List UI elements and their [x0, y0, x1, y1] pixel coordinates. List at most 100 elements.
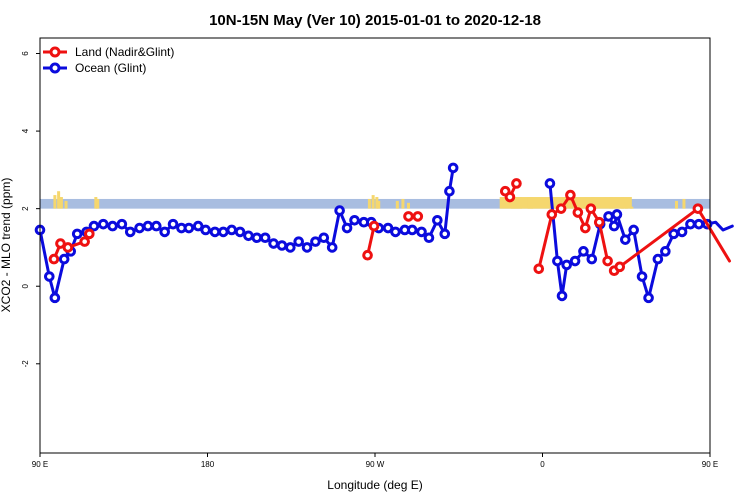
data-point	[318, 232, 330, 244]
data-point	[192, 220, 204, 232]
data-point	[611, 209, 623, 220]
data-point	[107, 220, 118, 232]
data-point	[159, 226, 170, 238]
data-point	[403, 211, 414, 222]
data-point	[685, 218, 696, 230]
data-point	[167, 218, 179, 230]
data-point	[268, 238, 279, 249]
data-point	[676, 226, 688, 238]
data-point	[511, 178, 522, 189]
series-0	[48, 178, 731, 277]
data-point	[447, 162, 459, 174]
data-point	[349, 214, 360, 226]
land-mask-strip	[675, 200, 678, 209]
data-point	[693, 218, 705, 230]
land-mask-strip	[64, 200, 68, 209]
data-point	[259, 232, 271, 244]
data-point	[416, 226, 427, 238]
data-point	[310, 236, 321, 247]
data-point	[552, 255, 563, 267]
data-point	[151, 220, 162, 232]
data-point	[565, 189, 576, 201]
land-mask-strip	[377, 200, 381, 209]
data-point	[49, 292, 61, 304]
data-point	[251, 232, 263, 244]
land-mask-strip	[624, 202, 628, 209]
y-axis: -2 0 2 4 6	[21, 51, 40, 368]
legend: Land (Nadir&Glint) Ocean (Glint)	[43, 45, 174, 75]
data-point	[134, 222, 145, 234]
data-point	[209, 226, 221, 238]
data-point	[614, 261, 626, 273]
x-tick-label: 90 E	[702, 460, 718, 469]
reference-band	[40, 198, 710, 209]
data-point	[334, 205, 345, 216]
band-layer	[40, 198, 710, 209]
land-mask-strip	[682, 198, 686, 209]
plot-frame	[39, 37, 711, 454]
data-point	[556, 290, 568, 302]
data-point	[603, 211, 614, 222]
data-point	[243, 230, 254, 242]
data-point	[116, 218, 128, 230]
data-point	[652, 253, 664, 265]
land-mask-strip	[572, 197, 595, 209]
data-point	[593, 216, 605, 228]
data-point	[412, 211, 424, 222]
x-tick-label: 90 E	[32, 460, 48, 469]
data-point	[382, 222, 394, 234]
data-point	[636, 271, 648, 282]
series-1	[34, 162, 734, 304]
land-mask-strip	[621, 197, 625, 209]
series-layer	[34, 162, 734, 304]
x-tick-label: 180	[201, 460, 215, 469]
legend-entry-ocean: Ocean (Glint)	[43, 61, 146, 75]
data-point	[341, 222, 353, 234]
x-tick-label: 90 W	[366, 460, 385, 469]
land-mask-strip	[527, 197, 550, 209]
data-point	[285, 242, 296, 253]
data-point	[602, 255, 613, 267]
data-point	[97, 218, 109, 230]
data-point	[124, 226, 136, 238]
legend-label: Ocean (Glint)	[75, 61, 146, 75]
y-tick-label: 2	[21, 206, 30, 211]
land-mask-strip	[96, 198, 100, 209]
data-point	[362, 249, 373, 261]
x-axis: 90 E 180 90 W 0 90 E	[32, 453, 718, 469]
land-mask-strip	[407, 202, 410, 209]
data-point	[585, 203, 597, 214]
data-point	[218, 226, 229, 238]
data-point	[561, 259, 572, 271]
data-point	[58, 253, 70, 265]
y-tick-label: -2	[21, 360, 30, 368]
data-point	[439, 228, 451, 240]
data-point	[578, 246, 589, 257]
data-point	[544, 178, 556, 189]
land-mask-strip	[630, 206, 634, 209]
x-axis-label: Longitude (deg E)	[327, 478, 422, 492]
data-point	[79, 236, 90, 247]
legend-swatch-marker	[49, 46, 61, 58]
data-point	[326, 242, 338, 253]
data-point	[406, 224, 418, 236]
legend-entry-land: Land (Nadir&Glint)	[43, 45, 174, 59]
data-point	[88, 220, 100, 232]
data-point	[71, 228, 83, 240]
data-point	[580, 222, 591, 234]
y-axis-label: XCO2 - MLO trend (ppm)	[0, 178, 13, 313]
land-mask-strip	[401, 198, 405, 209]
y-tick-label: 6	[21, 51, 30, 56]
data-point	[692, 203, 704, 214]
data-point	[293, 236, 304, 247]
data-point	[44, 271, 55, 282]
data-point	[226, 224, 237, 236]
data-point	[183, 222, 195, 234]
land-mask-strip	[59, 197, 63, 209]
data-point	[55, 238, 66, 249]
land-mask-strip	[609, 197, 632, 209]
data-point	[142, 220, 154, 232]
y-tick-label: 0	[21, 283, 30, 288]
land-mask-strip	[53, 195, 57, 209]
